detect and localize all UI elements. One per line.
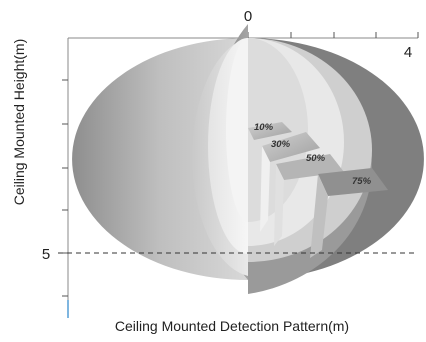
detection-shell bbox=[72, 24, 424, 294]
zone-label-75: 75% bbox=[352, 176, 372, 187]
x-axis-ticks bbox=[247, 32, 419, 38]
zone-30-shelf bbox=[262, 132, 320, 162]
zone-label-50: 50% bbox=[306, 153, 326, 164]
x-axis-label-origin: 0 bbox=[244, 8, 252, 25]
y-axis-ticks bbox=[62, 79, 68, 297]
x-axis-title: Ceiling Mounted Detection Pattern(m) bbox=[114, 318, 350, 334]
zone-75-face bbox=[310, 174, 328, 258]
zone-label-10: 10% bbox=[254, 122, 274, 133]
zone-label-30: 30% bbox=[271, 139, 291, 150]
zone-30-face bbox=[260, 146, 270, 232]
zone-75-shelf bbox=[318, 168, 388, 196]
y-axis-label-five: 5 bbox=[42, 246, 50, 263]
zone-10-shelf bbox=[248, 122, 292, 140]
y-axis-title: Ceiling Mounted Height(m) bbox=[11, 38, 27, 206]
x-axis-label-max: 4 bbox=[404, 44, 412, 61]
innermost-left bbox=[226, 38, 248, 222]
zone-50-face bbox=[274, 164, 284, 246]
